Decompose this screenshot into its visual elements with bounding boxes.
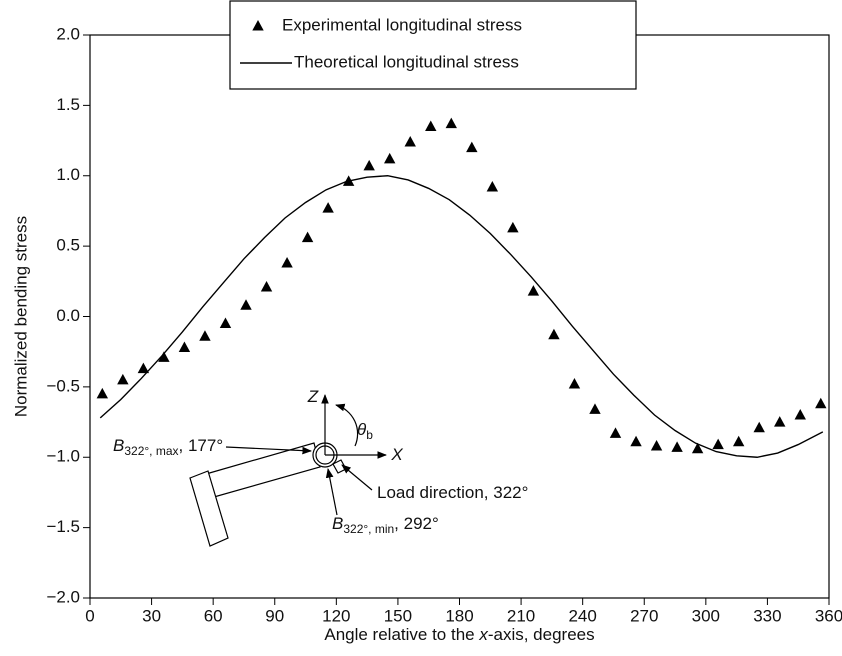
data-point	[240, 299, 252, 310]
x-axis-label-part: Angle relative to the	[324, 625, 479, 644]
annotation-part: 322°, max	[124, 444, 178, 458]
data-point	[363, 159, 375, 171]
annotation-part: Load direction, 322°	[377, 483, 528, 502]
data-point	[691, 442, 704, 454]
data-point	[671, 441, 683, 452]
annotation-part: Z	[307, 387, 319, 406]
legend-box	[229, 0, 637, 90]
data-point	[445, 117, 457, 129]
data-point	[568, 378, 581, 389]
data-point	[486, 181, 499, 192]
x-tick-label: 360	[815, 606, 842, 625]
annotation-part: b	[366, 428, 373, 442]
data-point	[322, 202, 334, 213]
annotation: B322°, max, 177°	[113, 436, 223, 458]
legend-marker	[252, 20, 264, 31]
data-point	[158, 351, 170, 362]
data-point	[281, 257, 293, 268]
data-point	[404, 135, 416, 147]
x-tick-label: 210	[507, 606, 535, 625]
y-axis-label: Normalized bending stress	[11, 216, 30, 417]
data-point	[650, 439, 663, 451]
y-tick-label: 0.0	[56, 306, 80, 325]
x-axis-label: Angle relative to the x-axis, degrees	[324, 625, 594, 644]
annotation: θb	[357, 420, 373, 442]
annotation-part: 322°, min	[343, 522, 394, 536]
x-tick-label: 0	[85, 606, 94, 625]
x-tick-label: 150	[384, 606, 412, 625]
data-point	[117, 373, 129, 385]
x-tick-label: 240	[568, 606, 596, 625]
annotation-part: , 177°	[179, 436, 224, 455]
data-point	[301, 231, 314, 243]
data-point	[774, 416, 786, 427]
annotation: B322°, min, 292°	[332, 514, 439, 536]
data-point	[199, 330, 211, 341]
data-line	[99, 175, 824, 458]
data-point	[630, 435, 642, 447]
annotation-part: X	[390, 445, 403, 464]
data-point	[178, 341, 191, 352]
data-point	[260, 280, 273, 292]
y-tick-label: 1.5	[56, 95, 80, 114]
data-point	[753, 421, 765, 433]
annotation: X	[390, 445, 403, 464]
data-point	[137, 362, 150, 374]
data-point	[507, 221, 519, 233]
annotation-part: B	[332, 514, 343, 533]
x-tick-label: 60	[204, 606, 223, 625]
annotation-part: B	[113, 436, 124, 455]
data-point	[609, 427, 622, 438]
legend-label: Theoretical longitudinal stress	[294, 52, 519, 71]
y-tick-label: 0.5	[56, 236, 80, 255]
x-axis-label-part: -axis, degrees	[488, 625, 595, 644]
data-point	[548, 328, 560, 340]
inset-diagram	[189, 394, 387, 547]
x-tick-label: 330	[753, 606, 781, 625]
data-point	[219, 317, 232, 329]
legend-label: Experimental longitudinal stress	[282, 15, 522, 34]
x-axis-label-part: x	[478, 625, 488, 644]
data-point	[815, 397, 827, 409]
data-point	[732, 435, 745, 447]
data-point	[384, 152, 396, 164]
annotation-part: , 292°	[394, 514, 439, 533]
data-point	[589, 403, 601, 414]
x-tick-label: 120	[322, 606, 350, 625]
y-tick-label: 2.0	[56, 24, 80, 43]
data-point	[712, 438, 724, 450]
legend: Experimental longitudinal stress Theoreti…	[229, 0, 637, 90]
y-tick-label: −2.0	[46, 587, 80, 606]
data-point	[425, 120, 437, 131]
data-point	[96, 387, 109, 399]
y-tick-label: −1.0	[46, 447, 80, 466]
data-point	[466, 141, 478, 153]
x-tick-label: 180	[445, 606, 473, 625]
data-point	[794, 409, 806, 420]
y-tick-label: −0.5	[46, 376, 80, 395]
y-tick-label: 1.0	[56, 165, 80, 184]
annotation-part: θ	[357, 420, 367, 439]
annotation: Load direction, 322°	[377, 483, 528, 502]
x-tick-label: 90	[265, 606, 284, 625]
x-tick-label: 30	[142, 606, 161, 625]
y-tick-label: −1.5	[46, 517, 80, 536]
x-tick-label: 270	[630, 606, 658, 625]
annotation: Z	[307, 387, 319, 406]
data-point	[527, 285, 540, 296]
x-tick-label: 300	[692, 606, 720, 625]
